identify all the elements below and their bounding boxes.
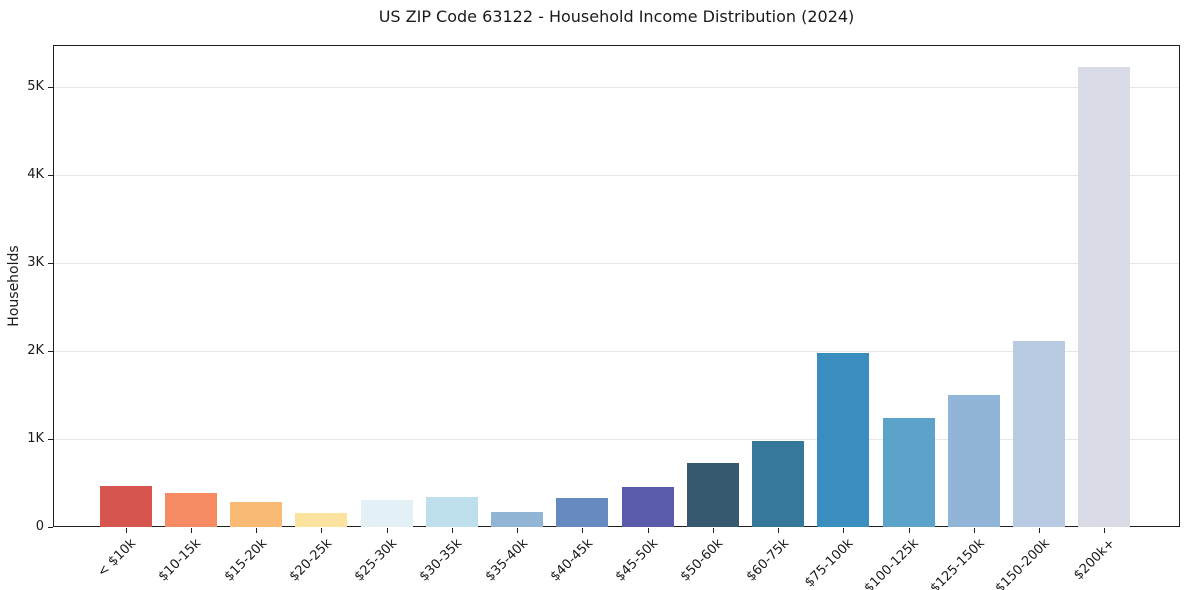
x-tick-mark [517, 528, 519, 533]
y-gridline [54, 263, 1179, 265]
y-tick-mark [48, 439, 53, 441]
x-tick-label-text: $50-60k [677, 536, 727, 585]
plot-area [53, 45, 1180, 527]
bar [1013, 341, 1066, 527]
x-tick-label-text: $100-125k [861, 536, 923, 590]
y-gridline [54, 175, 1179, 177]
x-tick-label-text: $15-20k [221, 536, 270, 585]
x-tick-label-text: $30-35k [417, 536, 466, 585]
y-tick-mark [48, 175, 53, 177]
x-tick-mark [647, 528, 649, 533]
x-tick-mark [778, 528, 780, 533]
x-tick-mark [843, 528, 845, 533]
chart-title: US ZIP Code 63122 - Household Income Dis… [378, 7, 855, 26]
x-tick-label-text: $75-100k [802, 536, 857, 590]
y-tick-label: 2K [27, 343, 44, 359]
x-tick-mark [973, 528, 975, 533]
bar [295, 512, 348, 527]
x-tick-mark [191, 528, 193, 533]
x-tick-label-text: $35-40k [482, 536, 531, 585]
y-tick-mark [48, 527, 53, 528]
bar [621, 487, 674, 527]
bar [752, 441, 805, 527]
y-tick-label: 3K [27, 255, 44, 271]
bar [230, 502, 283, 527]
x-tick-mark [1039, 528, 1041, 533]
x-tick-label-text: $125-150k [927, 536, 988, 590]
x-tick-mark [321, 528, 323, 533]
y-tick-mark [48, 351, 53, 353]
y-tick-label: 4K [27, 167, 44, 183]
y-gridline [54, 351, 1179, 353]
bar [686, 462, 739, 527]
x-tick-label-text: $150-200k [992, 536, 1053, 590]
x-tick-label-text: $45-50k [612, 536, 662, 585]
y-tick-mark [48, 87, 53, 89]
x-tick-label-text: $10-15k [156, 536, 205, 585]
bar [491, 512, 544, 527]
y-gridline [54, 87, 1179, 89]
x-tick-mark [256, 528, 258, 533]
x-tick-label-text: < $10k [95, 536, 140, 581]
x-tick-mark [582, 528, 584, 533]
bar [1078, 67, 1131, 527]
bar [360, 499, 413, 527]
x-tick-label-text: $25-30k [351, 536, 401, 585]
y-tick-label: 1K [27, 431, 44, 447]
x-tick-label-text: $40-45k [547, 536, 597, 585]
y-tick-label: 0 [35, 519, 44, 534]
x-tick-mark [1104, 528, 1106, 533]
y-gridline [54, 439, 1179, 441]
y-tick-mark [48, 263, 53, 265]
x-tick-mark [386, 528, 388, 533]
x-tick-mark [908, 528, 910, 533]
bar [425, 496, 478, 527]
x-tick-mark [451, 528, 453, 533]
x-tick-label-text: $60-75k [743, 536, 792, 585]
x-tick-mark [712, 528, 714, 533]
x-tick-mark [125, 528, 127, 533]
y-tick-label: 5K [27, 79, 44, 95]
bar [882, 417, 935, 527]
bar [947, 395, 1000, 527]
x-tick-label-text: $20-25k [286, 536, 336, 585]
bar [165, 493, 218, 527]
bar [817, 353, 870, 527]
x-tick-label-text: $200k+ [1070, 536, 1118, 584]
bar [99, 486, 152, 527]
bar [556, 497, 609, 527]
